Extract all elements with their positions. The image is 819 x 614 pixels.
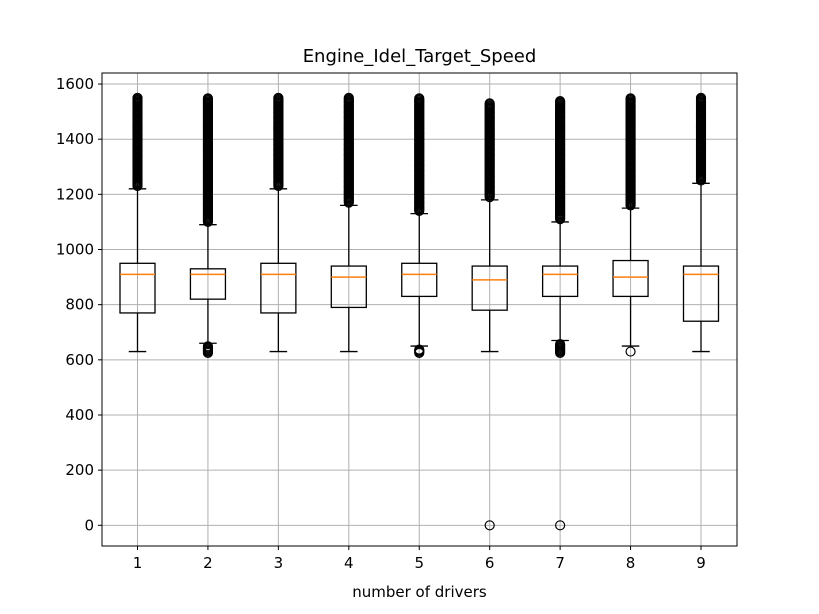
box-group-6 xyxy=(471,98,508,531)
outlier-point xyxy=(132,92,143,103)
x-tick-label: 1 xyxy=(133,554,143,572)
y-tick-label: 1600 xyxy=(56,75,94,93)
iqr-box xyxy=(682,265,720,322)
iqr-box xyxy=(541,265,579,298)
iqr-box xyxy=(260,262,297,314)
outlier-point xyxy=(202,341,214,352)
x-axis-label: number of drivers xyxy=(352,583,487,601)
box-group-2 xyxy=(189,93,227,359)
y-tick-label: 1400 xyxy=(56,130,94,148)
y-tick-label: 200 xyxy=(65,461,94,479)
x-tick-label: 3 xyxy=(274,554,284,572)
iqr-box xyxy=(401,262,438,298)
outlier-point xyxy=(695,92,707,103)
boxes-layer xyxy=(119,92,720,531)
chart-title: Engine_Idel_Target_Speed xyxy=(303,46,537,67)
iqr-box xyxy=(471,265,508,311)
y-tick-label: 400 xyxy=(65,406,94,424)
x-tick-label: 2 xyxy=(203,554,213,572)
box-group-9 xyxy=(682,92,720,353)
outlier-point xyxy=(343,92,354,103)
y-tick-label: 0 xyxy=(84,516,94,534)
y-tick-label: 800 xyxy=(65,296,94,314)
iqr-box xyxy=(189,268,227,300)
outlier-point xyxy=(484,520,495,531)
outlier-point xyxy=(555,96,566,107)
outlier-point xyxy=(625,346,636,357)
outlier-point xyxy=(484,98,495,109)
outlier-point xyxy=(555,339,566,350)
box-group-1 xyxy=(119,92,156,353)
y-tick-label: 600 xyxy=(65,351,94,369)
x-tick-label: 4 xyxy=(344,554,354,572)
x-tick-label: 9 xyxy=(696,554,706,572)
x-tick-label: 5 xyxy=(414,554,424,572)
outlier-point xyxy=(202,93,214,104)
box-group-3 xyxy=(260,92,297,353)
outlier-point xyxy=(273,92,284,103)
outlier-point xyxy=(625,93,636,104)
iqr-box xyxy=(612,259,649,298)
iqr-box xyxy=(330,265,367,309)
ticks-layer: 0 200 400 600 800 1000 1200 1400 1600 1 2 3 4 5 6 7 8 9 xyxy=(56,75,706,572)
outlier-point xyxy=(414,93,425,104)
x-tick-label: 6 xyxy=(485,554,495,572)
x-tick-label: 7 xyxy=(555,554,565,572)
outlier-point xyxy=(414,344,425,355)
box-group-4 xyxy=(330,92,367,353)
x-tick-label: 8 xyxy=(626,554,636,572)
y-tick-label: 1200 xyxy=(56,185,94,203)
outlier-point xyxy=(555,520,566,531)
iqr-box xyxy=(119,262,156,314)
box-group-8 xyxy=(612,93,649,357)
y-tick-label: 1000 xyxy=(56,241,94,259)
box-group-7 xyxy=(541,96,579,531)
box-group-5 xyxy=(401,93,438,359)
